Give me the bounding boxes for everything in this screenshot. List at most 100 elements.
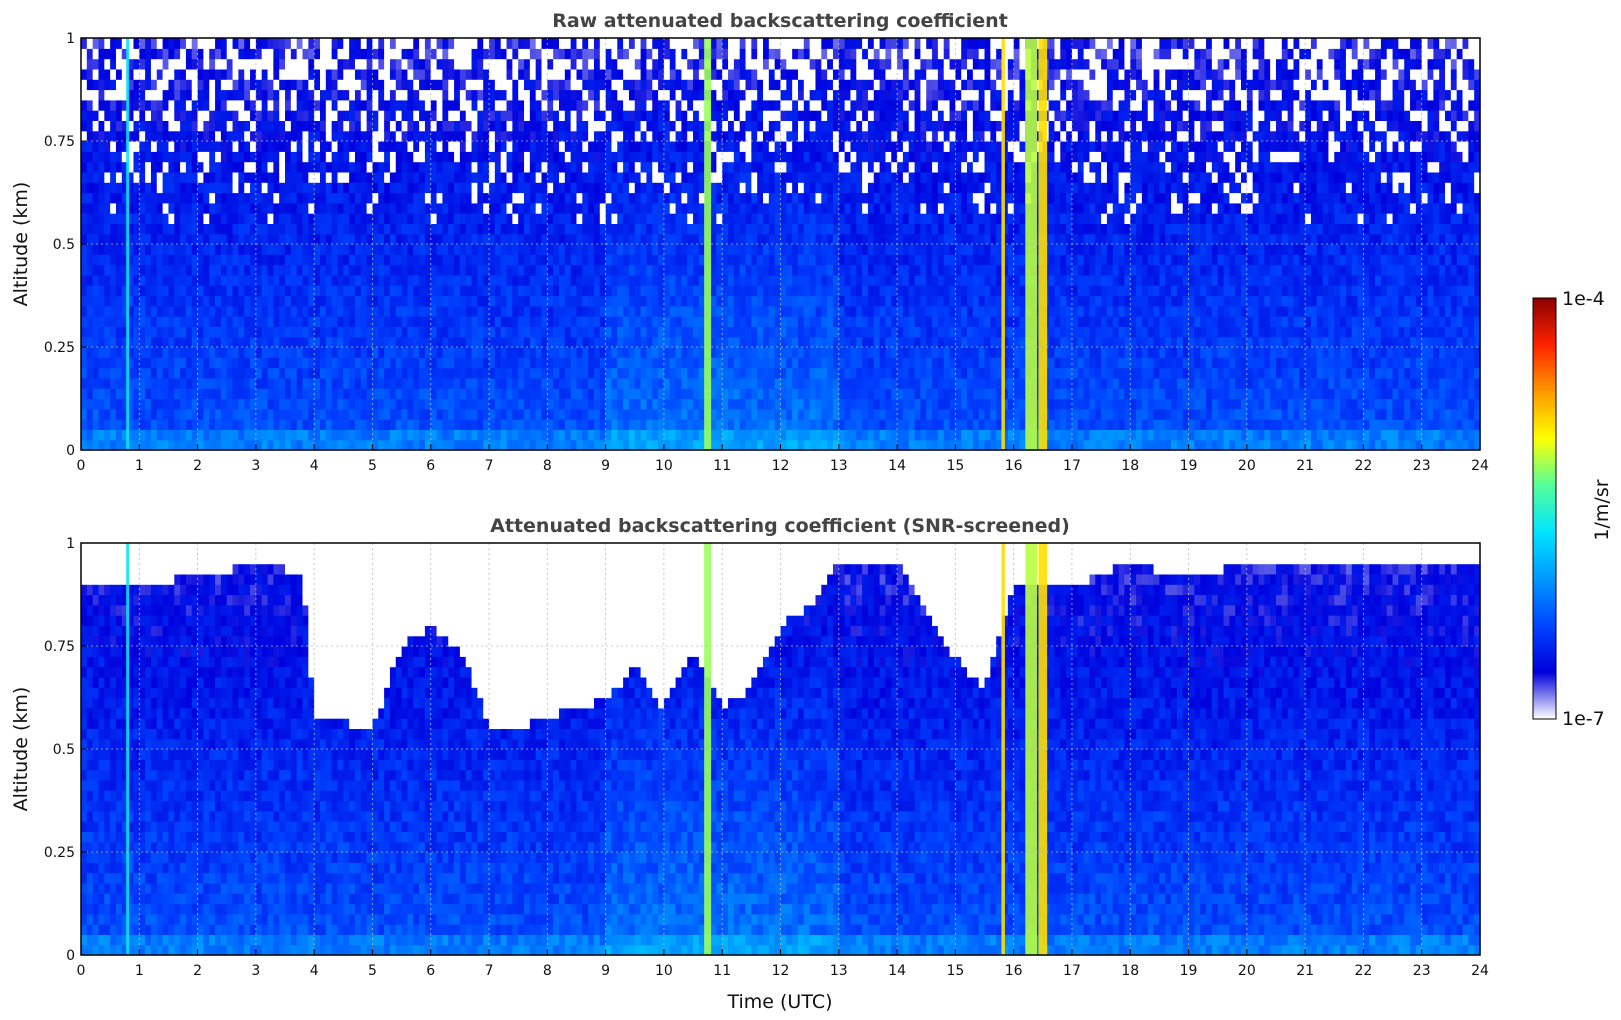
heatmap-cell <box>81 347 88 358</box>
heatmap-cell <box>209 377 216 389</box>
heatmap-cell <box>384 192 391 204</box>
heatmap-cell <box>500 274 508 286</box>
heatmap-cell <box>110 202 117 214</box>
heatmap-cell <box>419 316 426 327</box>
heatmap-cell <box>728 38 735 49</box>
heatmap-cell <box>331 130 339 142</box>
heatmap-cell <box>185 357 193 369</box>
heatmap-cell <box>162 192 170 204</box>
heatmap-cell <box>424 316 432 327</box>
heatmap-cell <box>366 388 374 400</box>
heatmap-cell <box>185 233 193 245</box>
heatmap-cell <box>663 120 671 132</box>
heatmap-cell <box>203 388 210 400</box>
heatmap-cell <box>739 110 747 121</box>
heatmap-cell <box>215 130 222 142</box>
heatmap-cell <box>489 233 496 245</box>
heatmap-cell <box>728 439 735 451</box>
heatmap-cell <box>337 233 344 245</box>
heatmap-cell <box>133 274 140 286</box>
heatmap-cell <box>354 408 362 420</box>
heatmap-cell <box>489 182 496 194</box>
heatmap-cell <box>780 99 787 111</box>
heatmap-cell <box>401 316 409 327</box>
heatmap-cell <box>430 367 438 379</box>
heatmap-cell <box>145 398 152 410</box>
heatmap-cell <box>564 388 572 400</box>
heatmap-cell <box>448 398 455 410</box>
heatmap-cell <box>442 192 449 204</box>
heatmap-cell <box>401 89 409 101</box>
heatmap-cell <box>226 347 234 358</box>
heatmap-cell <box>389 367 397 379</box>
heatmap-cell <box>448 254 455 266</box>
heatmap-cell <box>320 388 327 400</box>
heatmap-cell <box>663 367 671 379</box>
heatmap-cell <box>792 316 799 327</box>
heatmap-cell <box>792 202 799 214</box>
heatmap-cell <box>483 192 490 204</box>
heatmap-cell <box>115 213 123 224</box>
heatmap-cell <box>185 429 193 441</box>
heatmap-cell <box>500 285 508 297</box>
heatmap-cell <box>658 182 665 194</box>
heatmap-cell <box>698 192 706 204</box>
heatmap-cell <box>681 89 688 101</box>
heatmap-cell <box>325 274 333 286</box>
heatmap-cell <box>652 295 659 307</box>
heatmap-cell <box>541 419 548 430</box>
heatmap-cell <box>162 99 170 111</box>
heatmap-cell <box>634 192 642 204</box>
heatmap-cell <box>104 171 111 183</box>
heatmap-cell <box>634 408 642 420</box>
heatmap-cell <box>494 89 502 101</box>
heatmap-cell <box>803 99 811 111</box>
heatmap-cell <box>349 305 356 317</box>
heatmap-cell <box>384 429 391 441</box>
heatmap-cell <box>652 367 659 379</box>
heatmap-cell <box>331 68 339 80</box>
heatmap-cell <box>215 213 222 224</box>
heatmap-cell <box>360 264 368 276</box>
heatmap-cell <box>110 347 117 358</box>
heatmap-cell <box>628 357 636 369</box>
heatmap-cell <box>209 202 216 214</box>
heatmap-cell <box>681 99 688 111</box>
heatmap-cell <box>687 110 694 121</box>
heatmap-cell <box>599 192 607 204</box>
heatmap-cell <box>751 377 758 389</box>
heatmap-cell <box>588 244 595 255</box>
heatmap-cell <box>465 171 473 183</box>
heatmap-cell <box>308 336 315 348</box>
heatmap-cell <box>273 377 280 389</box>
heatmap-cell <box>634 182 642 194</box>
heatmap-cell <box>401 429 409 441</box>
heatmap-cell <box>628 439 636 451</box>
heatmap-cell <box>337 295 344 307</box>
heatmap-cell <box>226 336 234 348</box>
heatmap-cell <box>535 68 543 80</box>
heatmap-cell <box>792 295 799 307</box>
heatmap-cell <box>535 120 543 132</box>
heatmap-cell <box>588 305 595 317</box>
heatmap-cell <box>139 316 146 327</box>
heatmap-cell <box>238 141 245 152</box>
heatmap-cell <box>331 244 339 255</box>
heatmap-cell <box>774 213 782 224</box>
heatmap-cell <box>320 182 327 194</box>
heatmap-cell <box>722 316 729 327</box>
heatmap-cell <box>733 398 741 410</box>
heatmap-cell <box>786 38 793 49</box>
heatmap-cell <box>751 120 758 132</box>
heatmap-cell <box>698 408 706 420</box>
heatmap-cell <box>593 347 601 358</box>
heatmap-cell <box>156 357 164 369</box>
heatmap-cell <box>92 110 100 121</box>
heatmap-cell <box>407 285 414 297</box>
heatmap-cell <box>500 408 508 420</box>
heatmap-cell <box>710 202 717 214</box>
heatmap-cell <box>529 264 537 276</box>
heatmap-cell <box>564 336 572 348</box>
heatmap-cell <box>757 295 764 307</box>
heatmap-cell <box>570 130 578 142</box>
